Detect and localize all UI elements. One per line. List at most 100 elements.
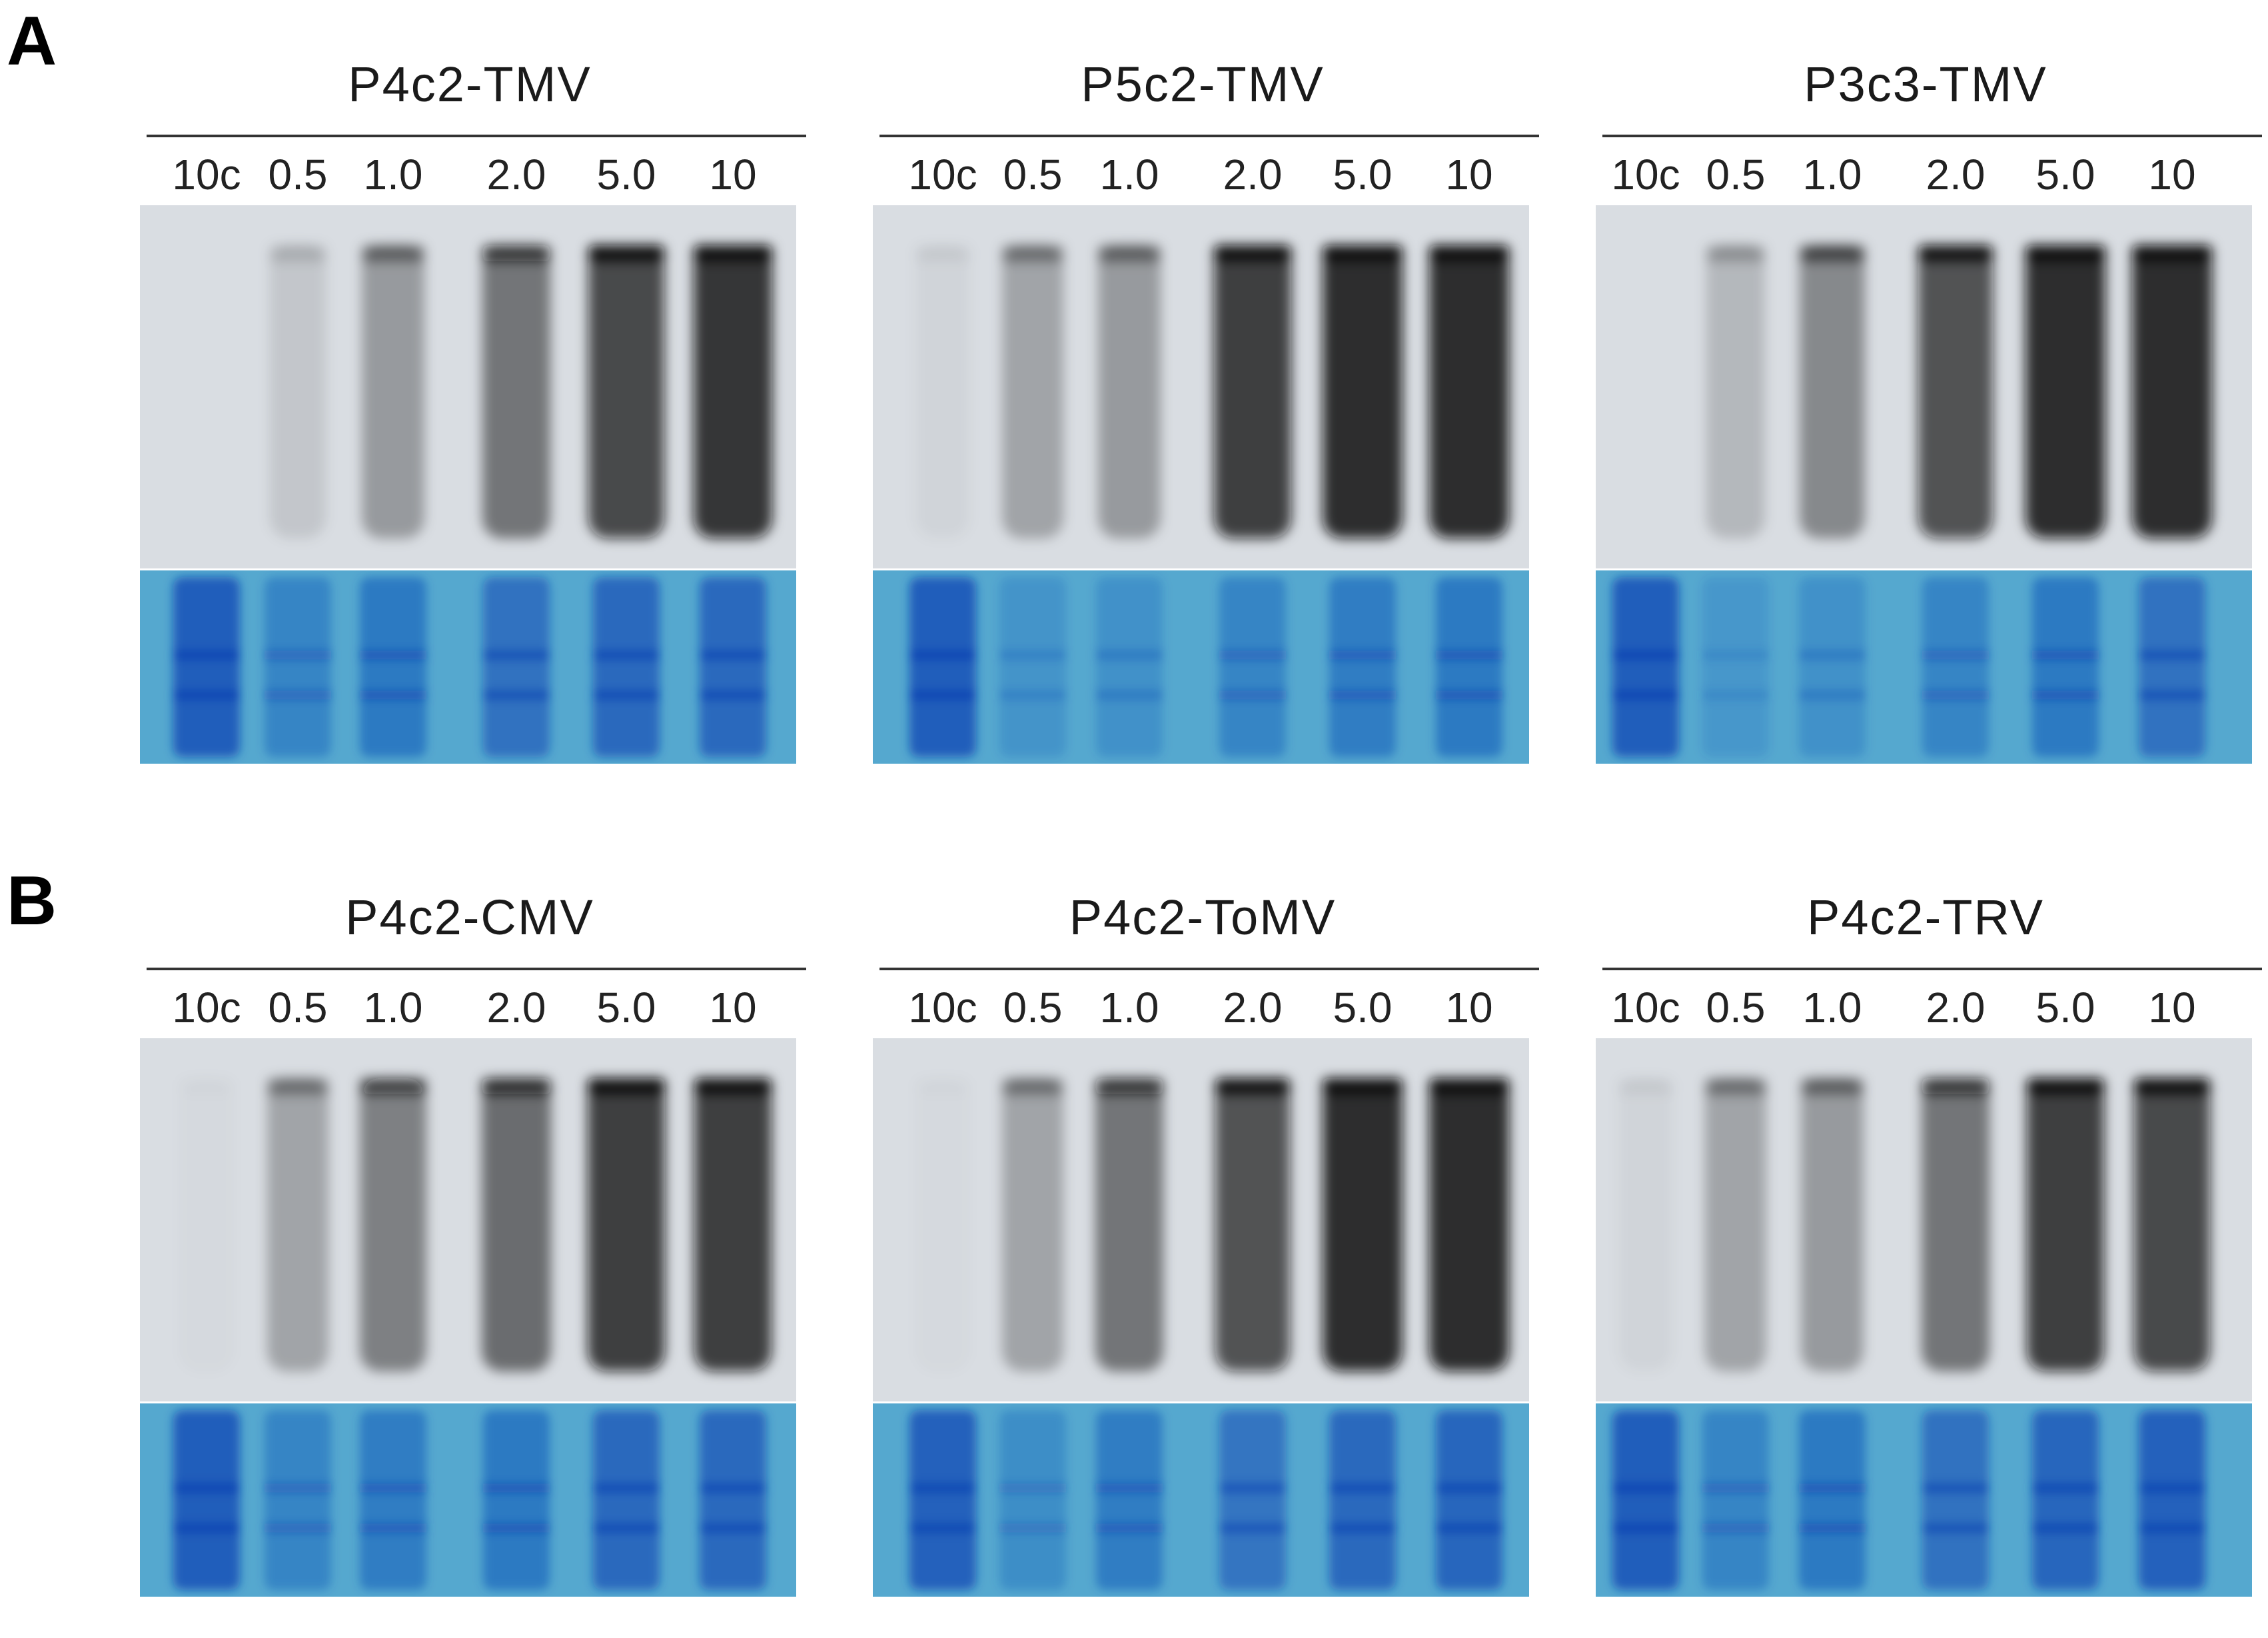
blot-svg xyxy=(140,205,796,568)
stain-background xyxy=(140,1403,796,1597)
stain-lane-body xyxy=(909,577,976,757)
stain-svg xyxy=(1596,1403,2252,1597)
lane-labels: 10c 0.5 1.0 2.0 5.0 10 xyxy=(873,986,1539,1040)
lane-band xyxy=(1002,1078,1063,1094)
stain-band xyxy=(1799,1523,1866,1533)
blot-background xyxy=(873,205,1529,568)
lane-smear xyxy=(360,1078,426,1371)
panel-title: P4c2-TRV xyxy=(1807,890,2044,945)
stain-band xyxy=(999,1483,1066,1493)
blot-lane xyxy=(1323,1078,1403,1371)
stain-band xyxy=(1329,650,1396,660)
stain-lane xyxy=(909,1410,976,1590)
lane-smear xyxy=(1429,245,1509,538)
stain-band xyxy=(1702,650,1769,660)
stain-lane xyxy=(1329,577,1396,757)
lane-band xyxy=(362,245,424,261)
blot-lane xyxy=(1800,245,1865,538)
panel-title: P4c2-CMV xyxy=(345,890,594,945)
blot-svg xyxy=(873,1038,1529,1401)
stain-lane xyxy=(2032,1410,2099,1590)
stain-lane-body xyxy=(999,1410,1066,1590)
blot-lane xyxy=(1095,1078,1163,1371)
stain-band xyxy=(360,650,426,660)
lane-labels: 10c 0.5 1.0 2.0 5.0 10 xyxy=(1596,153,2262,207)
lane-band xyxy=(482,245,550,261)
blot-lane xyxy=(2132,245,2212,538)
stain-lane xyxy=(360,1410,426,1590)
stain-band xyxy=(1219,1523,1286,1533)
stain-lane-body xyxy=(1436,577,1502,757)
lane-label: 5.0 xyxy=(1333,151,1393,199)
lane-label: 10c xyxy=(1611,984,1680,1032)
stain-lane-body xyxy=(909,1410,976,1590)
stain-lane-body xyxy=(2032,1410,2099,1590)
lane-band xyxy=(1706,245,1765,261)
stain-band xyxy=(1612,650,1679,660)
stain-band xyxy=(483,690,550,700)
stain-band xyxy=(593,1523,660,1533)
stain-band xyxy=(1096,650,1163,660)
stain-lane-body xyxy=(173,1410,240,1590)
stain-band xyxy=(999,1523,1066,1533)
stain-lane xyxy=(1612,577,1679,757)
stain-band xyxy=(700,690,766,700)
lane-band xyxy=(694,245,772,261)
panel-title: P3c3-TMV xyxy=(1804,57,2047,112)
blot-lane xyxy=(1801,1078,1864,1371)
stain-lane-body xyxy=(1329,577,1396,757)
lane-label: 10c xyxy=(908,151,977,199)
blot-lane xyxy=(1918,245,1993,538)
stain-band xyxy=(1702,1483,1769,1493)
stain-lane-body xyxy=(1702,577,1769,757)
panel-divider xyxy=(147,968,806,970)
lane-label: 2.0 xyxy=(486,984,546,1032)
stain-band xyxy=(2032,650,2099,660)
lane-label: 10 xyxy=(709,151,757,199)
blot-lane xyxy=(180,1078,234,1371)
lane-label: 2.0 xyxy=(1223,984,1283,1032)
stain-lane xyxy=(1436,1410,1502,1590)
lane-label: 0.5 xyxy=(268,151,328,199)
lane-label: 5.0 xyxy=(596,984,656,1032)
lane-labels: 10c 0.5 1.0 2.0 5.0 10 xyxy=(140,986,806,1040)
stain-svg xyxy=(873,1403,1529,1597)
stain-lane-body xyxy=(1922,577,1989,757)
stain-band xyxy=(2032,690,2099,700)
stain-image xyxy=(873,1403,1529,1597)
stain-band xyxy=(700,650,766,660)
lane-label: 2.0 xyxy=(1223,151,1283,199)
stain-svg xyxy=(140,570,796,764)
blot-lane xyxy=(1002,245,1063,538)
stain-lane-body xyxy=(483,1410,550,1590)
stain-lane xyxy=(1702,577,1769,757)
stain-band xyxy=(909,650,976,660)
stain-band xyxy=(1436,1483,1502,1493)
stain-band xyxy=(1219,650,1286,660)
stain-band xyxy=(483,1523,550,1533)
stain-lane xyxy=(2139,1410,2205,1590)
stain-band xyxy=(1329,690,1396,700)
blot-lane xyxy=(269,245,326,538)
stain-lane-body xyxy=(1096,577,1163,757)
stain-lane-body xyxy=(593,577,660,757)
stain-band xyxy=(593,1483,660,1493)
blot-background xyxy=(873,1038,1529,1401)
lane-smear xyxy=(1215,1078,1290,1371)
stain-lane xyxy=(173,1410,240,1590)
stain-lane xyxy=(1096,577,1163,757)
stain-band xyxy=(360,1483,426,1493)
stain-band xyxy=(2139,690,2205,700)
lane-smear xyxy=(1922,1078,1989,1371)
blot-lane xyxy=(1215,1078,1290,1371)
stain-band xyxy=(1219,1483,1286,1493)
lane-band xyxy=(1002,245,1063,261)
panel-title: P5c2-TMV xyxy=(1081,57,1325,112)
stain-lane xyxy=(1612,1410,1679,1590)
lane-labels: 10c 0.5 1.0 2.0 5.0 10 xyxy=(140,153,806,207)
stain-lane xyxy=(1702,1410,1769,1590)
lane-band xyxy=(1918,245,1993,261)
lane-band xyxy=(1429,1078,1509,1094)
stain-band xyxy=(999,690,1066,700)
